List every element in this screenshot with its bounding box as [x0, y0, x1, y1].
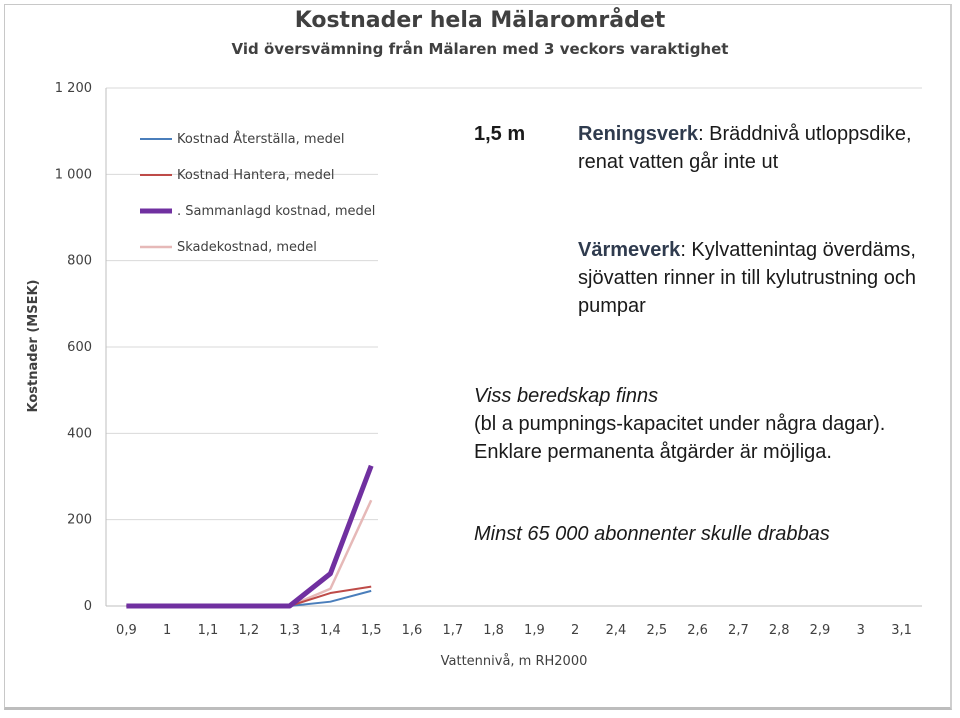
legend-label: Kostnad Hantera, medel — [177, 168, 334, 183]
y-tick-label: 800 — [67, 254, 92, 269]
x-tick-label: 1,1 — [198, 623, 219, 638]
series-line — [126, 464, 374, 609]
reningsverk-label: Reningsverk — [578, 123, 699, 145]
x-tick-label: 2,8 — [769, 623, 790, 638]
x-tick-label: 1,4 — [320, 623, 341, 638]
x-axis-title: Vattennivå, m RH2000 — [441, 654, 588, 669]
y-tick-label: 400 — [67, 426, 92, 441]
reningsverk-note: Reningsverk: Bräddnivå utloppsdike, rena… — [578, 120, 918, 176]
reningsverk-text: : Bräddnivå utloppsdike, renat vatten gå… — [578, 123, 912, 173]
varmeverk-text: : Kylvattenintag överdäms, sjövatten rin… — [578, 239, 916, 317]
varmeverk-note: Värmeverk: Kylvattenintag överdäms, sjöv… — [578, 236, 918, 320]
x-tick-label: 2,5 — [646, 623, 667, 638]
x-tick-label: 2 — [571, 623, 579, 638]
x-tick-label: 1,9 — [524, 623, 545, 638]
abonnenter-note: Minst 65 000 abonnenter skulle drabbas — [474, 523, 830, 545]
legend-label: . Sammanlagd kostnad, medel — [177, 204, 375, 219]
legend-label: Skadekostnad, medel — [177, 240, 317, 255]
x-tick-label: 1 — [163, 623, 171, 638]
beredskap-heading: Viss beredskap finns — [474, 385, 659, 407]
x-tick-label: 1,3 — [279, 623, 300, 638]
water-level-label: 1,5 m — [474, 123, 526, 145]
y-tick-label: 200 — [67, 513, 92, 528]
x-tick-label: 1,8 — [483, 623, 504, 638]
annotation-box — [378, 104, 924, 574]
x-tick-label: 2,7 — [728, 623, 749, 638]
x-tick-label: 0,9 — [116, 623, 137, 638]
varmeverk-label: Värmeverk — [578, 239, 681, 261]
y-tick-label: 1 000 — [55, 167, 92, 182]
y-tick-label: 600 — [67, 340, 92, 355]
x-tick-label: 1,6 — [402, 623, 423, 638]
x-tick-label: 1,2 — [238, 623, 259, 638]
legend-label: Kostnad Återställa, medel — [177, 131, 344, 147]
chart-subtitle: Vid översvämning från Mälaren med 3 veck… — [232, 40, 729, 58]
chart-title: Kostnader hela Mälarområdet — [295, 7, 666, 33]
x-tick-label: 1,7 — [442, 623, 463, 638]
x-tick-label: 2,9 — [810, 623, 831, 638]
series-line — [126, 499, 373, 608]
y-tick-label: 1 200 — [55, 81, 92, 96]
beredskap-text: (bl a pumpnings-kapacitet under några da… — [474, 413, 886, 463]
chart-frame — [4, 4, 952, 710]
x-tick-label: 1,5 — [361, 623, 382, 638]
x-tick-label: 3 — [857, 623, 865, 638]
beredskap-note: Viss beredskap finns (bl a pumpnings-kapa… — [474, 382, 924, 466]
y-tick-label: 0 — [84, 599, 92, 614]
x-tick-label: 2,4 — [606, 623, 627, 638]
x-tick-label: 2,6 — [687, 623, 708, 638]
x-tick-label: 3,1 — [891, 623, 912, 638]
y-axis-title: Kostnader (MSEK) — [26, 280, 41, 413]
series-line — [126, 585, 372, 607]
